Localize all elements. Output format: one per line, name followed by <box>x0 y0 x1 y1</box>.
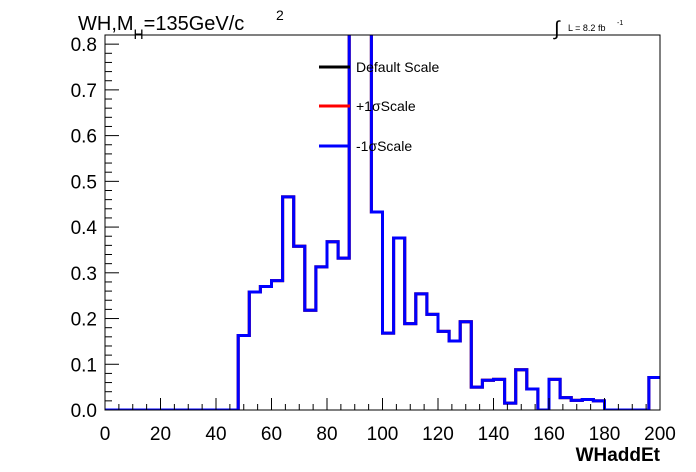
x-tick-label: 100 <box>367 424 399 445</box>
chart-title: WH,MH=135GeV/c <box>78 13 244 42</box>
series-3-line <box>105 35 660 410</box>
x-axis-label: WHaddEt <box>576 445 661 466</box>
y-tick-label: 0.4 <box>71 218 98 239</box>
legend-label-1: Default Scale <box>356 59 439 75</box>
x-tick-label: 200 <box>644 424 676 445</box>
y-tick-label: 0.0 <box>71 401 97 422</box>
x-tick-label: 120 <box>422 424 454 445</box>
chart-title-sup: 2 <box>276 7 284 23</box>
legend-label-3: -1σScale <box>356 138 412 154</box>
x-tick-label: 160 <box>533 424 565 445</box>
y-tick-label: 0.1 <box>71 355 97 376</box>
legend: Default Scale +1σScale -1σScale <box>319 59 439 154</box>
x-tick-label: 60 <box>261 424 282 445</box>
x-tick-label: 20 <box>150 424 171 445</box>
y-tick-label: 0.2 <box>71 310 97 331</box>
y-tick-label: 0.5 <box>71 172 97 193</box>
axis-layer: 0 20 40 60 80 100 120 140 160 180 200 0.0 0.1 0.2 0.3 0… <box>71 34 676 445</box>
x-tick-label: 140 <box>478 424 510 445</box>
x-tick-label: 40 <box>205 424 226 445</box>
lumi-text: L = 8.2 fb <box>568 23 605 33</box>
y-tick-label: 0.6 <box>71 127 97 148</box>
chart-title-sub: H <box>134 26 144 42</box>
legend-label-2: +1σScale <box>356 98 416 114</box>
chart-title-rest: =135GeV/c <box>144 13 245 35</box>
y-tick-label: 0.8 <box>71 35 97 56</box>
x-tick-label: 80 <box>316 424 337 445</box>
lumi-integral-symbol: ∫ <box>553 18 561 40</box>
series-layer <box>105 35 660 410</box>
x-tick-label: 0 <box>100 424 111 445</box>
y-tick-label: 0.3 <box>71 264 97 285</box>
x-tick-label: 180 <box>589 424 621 445</box>
chart-title-main: WH,M <box>78 13 134 35</box>
y-tick-label: 0.7 <box>71 81 97 102</box>
lumi-sup: -1 <box>617 20 623 27</box>
